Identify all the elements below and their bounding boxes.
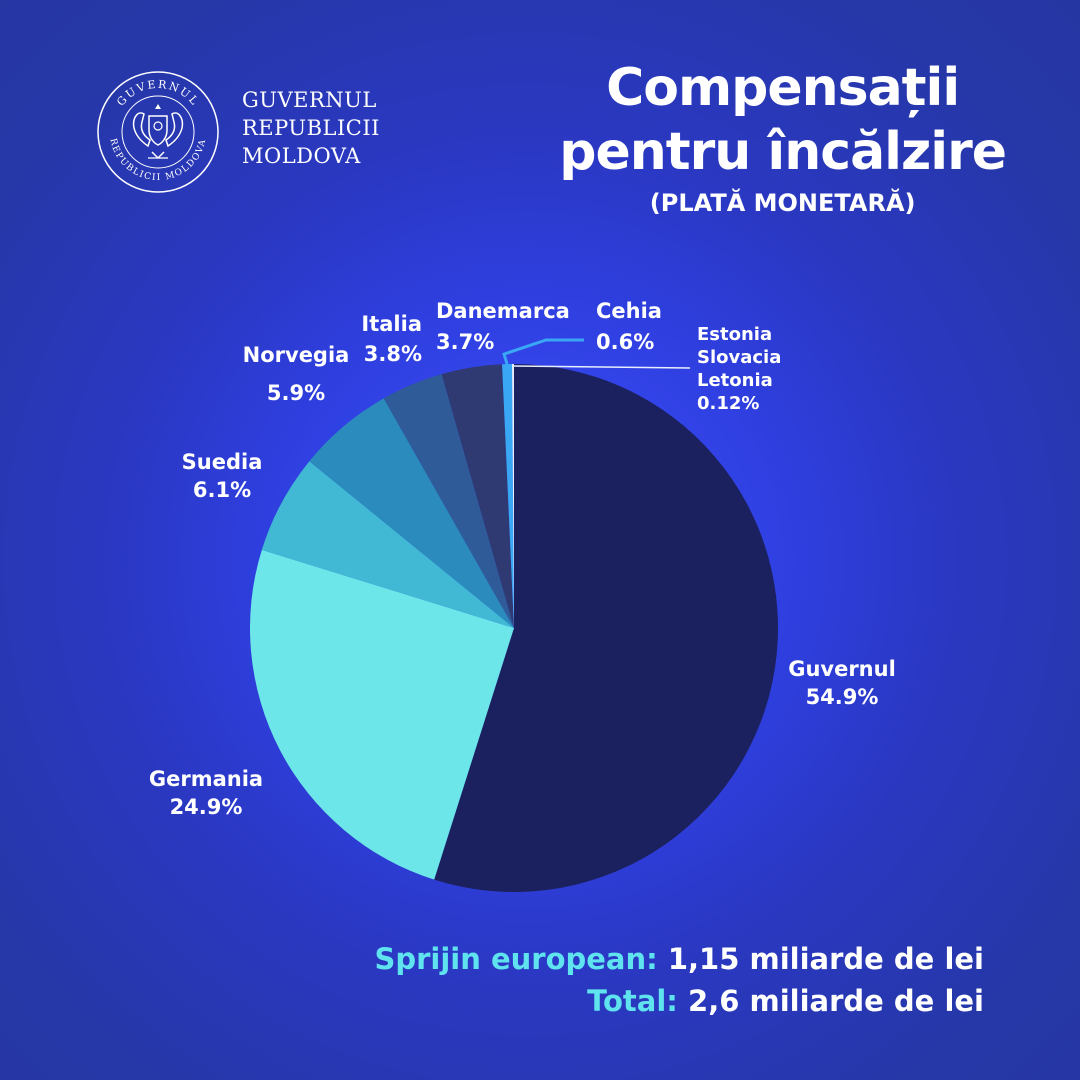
slice-name-norvegia: Norvegia <box>243 343 350 367</box>
pie-slice-italia <box>383 374 514 628</box>
subtitle: (PLATĂ MONETARĂ) <box>649 189 916 217</box>
slice-value-norvegia: 5.9% <box>267 381 325 405</box>
footer-line-total: Total: 2,6 miliarde de lei <box>374 980 984 1022</box>
slice-name-estonia: Estonia <box>697 324 772 345</box>
slice-value-cehia: 0.6% <box>596 330 654 354</box>
slice-name-guvernul: Guvernul <box>788 657 896 681</box>
european-support-label: Sprijin european: <box>374 942 658 976</box>
slice-label-italia: Italia 3.8% <box>361 312 422 366</box>
pie-slice-cehia <box>502 364 514 628</box>
pie-slice-suedia <box>261 461 514 628</box>
slice-name-cehia: Cehia <box>596 299 662 323</box>
slice-value-germania: 24.9% <box>170 795 243 819</box>
pie-slice-estonia <box>512 364 514 628</box>
pie-slice-guvernul <box>434 364 778 892</box>
slice-label-suedia: Suedia 6.1% <box>182 450 263 502</box>
org-line-1: GUVERNUL <box>242 88 377 112</box>
government-seal-logo: GUVERNUL REPUBLICII MOLDOVA <box>97 71 219 193</box>
title-line-2: pentru încălzire <box>559 122 1007 182</box>
slice-value-suedia: 6.1% <box>193 478 251 502</box>
pie-slice-norvegia <box>309 398 514 628</box>
slice-label-cehia: Cehia 0.6% <box>596 299 662 354</box>
org-line-3: MOLDOVA <box>242 144 361 168</box>
slice-name-italia: Italia <box>361 312 422 336</box>
slice-label-guvernul: Guvernul 54.9% <box>788 657 896 709</box>
total-value: 2,6 miliarde de lei <box>688 984 984 1018</box>
slice-label-danemarca: Danemarca 3.7% <box>436 299 570 354</box>
org-line-2: REPUBLICII <box>242 116 380 140</box>
slice-value-danemarca: 3.7% <box>436 330 494 354</box>
slice-value-estonia: 0.12% <box>697 393 759 414</box>
pie-slice-danemarca <box>441 364 514 628</box>
footer-summary: Sprijin european: 1,15 miliarde de lei T… <box>374 938 984 1022</box>
total-label: Total: <box>587 984 678 1018</box>
slice-label-norvegia: Norvegia 5.9% <box>243 343 350 405</box>
slice-name-germania: Germania <box>149 767 263 791</box>
leader-line-baltic <box>512 365 691 369</box>
title-line-1: Compensații <box>606 58 960 118</box>
slice-value-guvernul: 54.9% <box>806 685 879 709</box>
leader-line-cehia <box>502 338 584 365</box>
slice-name-slovacia: Slovacia <box>697 347 781 368</box>
slice-name-danemarca: Danemarca <box>436 299 570 323</box>
slice-label-estonia: Estonia Slovacia Letonia 0.12% <box>697 324 781 414</box>
european-support-value: 1,15 miliarde de lei <box>667 942 984 976</box>
organization-name: GUVERNUL REPUBLICII MOLDOVA <box>242 86 380 170</box>
footer-line-european: Sprijin european: 1,15 miliarde de lei <box>374 938 984 980</box>
slice-name-letonia: Letonia <box>697 370 773 391</box>
slice-label-germania: Germania 24.9% <box>149 767 263 819</box>
slice-name-suedia: Suedia <box>182 450 263 474</box>
slice-value-italia: 3.8% <box>364 342 422 366</box>
page-title: Compensații pentru încălzire (PLATĂ MONE… <box>559 56 1007 220</box>
pie-slice-germania <box>249 549 514 880</box>
